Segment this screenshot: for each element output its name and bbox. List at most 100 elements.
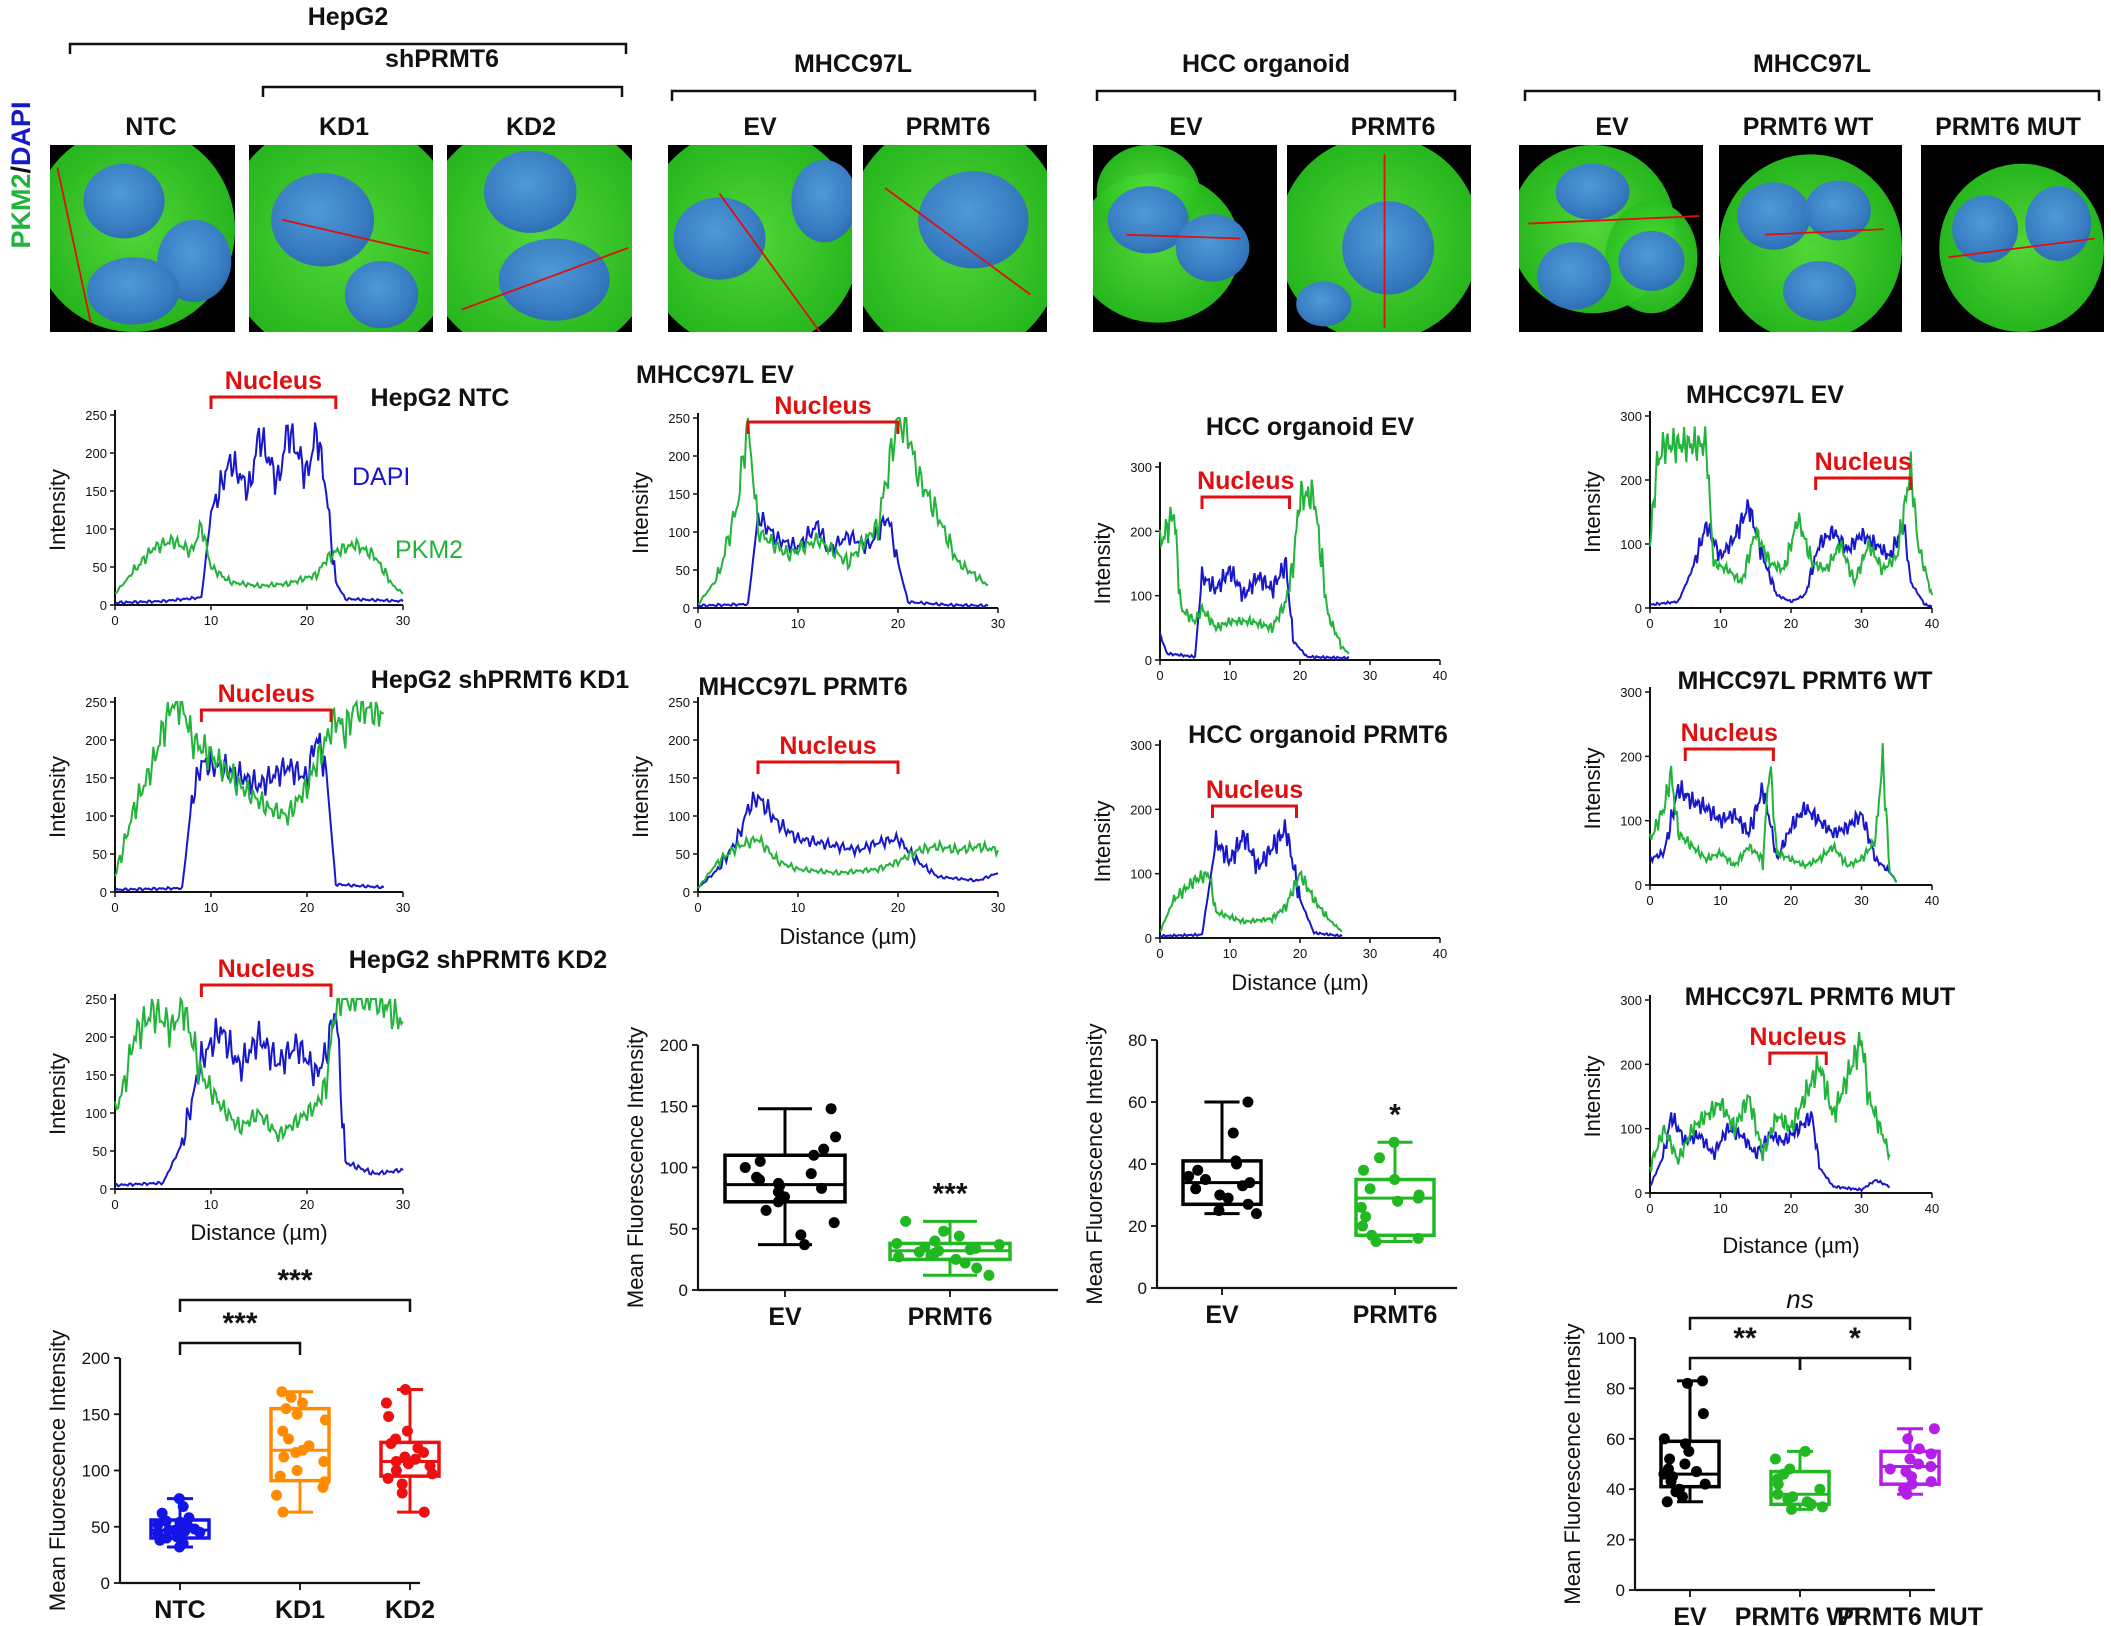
series-line-dapi [697, 791, 999, 889]
y-axis-label: Mean Fluorescence Intensity [45, 1330, 70, 1611]
y-tick-label: 100 [1597, 1329, 1625, 1348]
data-point [1769, 1453, 1781, 1465]
data-point [1242, 1096, 1254, 1108]
data-point [1814, 1483, 1826, 1495]
nucleus-bracket [746, 420, 900, 434]
y-tick-label: 200 [1620, 749, 1642, 764]
data-point [382, 1472, 394, 1484]
profile-line [884, 187, 1031, 296]
nucleus-region [1555, 163, 1630, 220]
y-tick-label: 0 [101, 1574, 110, 1593]
y-tick-label: 50 [93, 847, 107, 862]
series-line-pkm2 [1649, 1032, 1891, 1172]
y-tick-label: 150 [668, 771, 690, 786]
x-tick-label: 10 [1223, 668, 1237, 683]
data-point [816, 1182, 828, 1194]
y-tick-label: 40 [1128, 1155, 1147, 1174]
micrograph-content [1093, 145, 1250, 323]
nucleus-label: Nucleus [1815, 448, 1912, 476]
data-point [174, 1516, 186, 1528]
micrograph-content [1519, 145, 1700, 314]
data-point [412, 1442, 424, 1454]
data-point [1925, 1461, 1937, 1473]
plot-title: HCC organoid EV [1206, 413, 1415, 441]
y-tick-label: 150 [660, 1097, 688, 1116]
significance-label: *** [932, 1177, 967, 1210]
profile-line [281, 218, 430, 255]
nucleus-label: Nucleus [779, 732, 876, 760]
y-tick-label: 0 [683, 601, 690, 616]
y-axis-label: Intensity [628, 472, 653, 554]
plot-title: MHCC97L PRMT6 MUT [1685, 983, 1955, 1011]
data-point [760, 1204, 772, 1216]
group-label-hepg2: HepG2 [308, 3, 389, 31]
y-axis-label: Intensity [1090, 523, 1115, 605]
data-point [152, 1519, 164, 1530]
boxplot-b4: 0 20 40 60 80 100 Mean Fluorescence Intensity E… [1560, 1284, 1983, 1626]
data-point [1913, 1443, 1925, 1455]
data-point [1242, 1198, 1254, 1210]
data-point [1227, 1127, 1239, 1139]
nucleus-region [1296, 281, 1352, 327]
data-point [156, 1507, 168, 1519]
series-line-dapi [114, 1013, 404, 1188]
line-plot-p5: MHCC97L PRMT6 0 50 100 150 200 250 0 10 20 30 Inten… [628, 673, 1005, 949]
y-axis-label: Intensity [1580, 1056, 1605, 1138]
box-1 [1769, 1445, 1831, 1515]
micrograph-content [1719, 154, 1902, 332]
y-tick-label: 100 [668, 809, 690, 824]
data-point [271, 1489, 283, 1501]
data-point [285, 1391, 297, 1403]
data-point [390, 1433, 402, 1445]
category-label: KD2 [385, 1596, 435, 1624]
data-point [409, 1453, 421, 1465]
y-tick-label: 200 [1130, 524, 1152, 539]
data-point [1192, 1164, 1204, 1176]
nucleus-bracket [199, 983, 333, 997]
x-tick-label: 10 [204, 1197, 218, 1212]
data-point [380, 1397, 392, 1409]
data-point [1884, 1463, 1896, 1475]
data-point [1392, 1195, 1404, 1207]
data-point [1389, 1174, 1401, 1185]
data-point [183, 1512, 195, 1524]
nucleus-label: Nucleus [218, 955, 315, 983]
y-tick-label: 300 [1130, 460, 1152, 475]
nucleus-label: Nucleus [1206, 776, 1303, 804]
category-label: NTC [154, 1596, 205, 1624]
series-line-dapi [1649, 499, 1933, 608]
data-point [1388, 1136, 1400, 1148]
x-tick-label: 30 [1854, 1201, 1868, 1216]
series-line-dapi [1649, 1111, 1891, 1193]
data-point [1681, 1377, 1693, 1389]
x-tick-label: 0 [1646, 616, 1653, 631]
data-point [959, 1257, 971, 1269]
y-tick-label: 100 [1620, 814, 1642, 829]
y-tick-label: 250 [85, 408, 107, 423]
group-label-shprmt6: shPRMT6 [385, 45, 499, 73]
line-plot-p9: MHCC97L PRMT6 WT 0 100 200 300 0 10 20 30 40 Inten… [1580, 667, 1939, 908]
y-tick-label: 50 [669, 1220, 688, 1239]
y-tick-label: 200 [82, 1349, 110, 1368]
data-point [1183, 1170, 1195, 1182]
x-tick-label: 20 [891, 900, 905, 915]
x-tick-label: 0 [694, 616, 701, 631]
y-tick-label: 200 [668, 449, 690, 464]
panel-label: PRMT6 WT [1743, 113, 1874, 141]
panel-label: EV [1169, 113, 1203, 141]
nucleus-region [1783, 260, 1857, 321]
plot-title: HepG2 shPRMT6 KD2 [349, 946, 607, 974]
plot-title: MHCC97L EV [1686, 381, 1844, 409]
nucleus-region [1805, 180, 1871, 241]
data-point [383, 1411, 395, 1422]
x-tick-label: 30 [1854, 893, 1868, 908]
data-point [1902, 1433, 1914, 1445]
micrograph-content [447, 145, 632, 332]
line-plot-p4: MHCC97L EV 0 50 100 150 200 250 0 10 20 30 Intensit… [628, 361, 1005, 631]
category-label: PRMT6 [1353, 1301, 1438, 1329]
data-point [1786, 1503, 1798, 1515]
nucleus-region [484, 150, 577, 233]
legend-pkm2: PKM2 [395, 536, 463, 564]
data-point [319, 1476, 331, 1488]
